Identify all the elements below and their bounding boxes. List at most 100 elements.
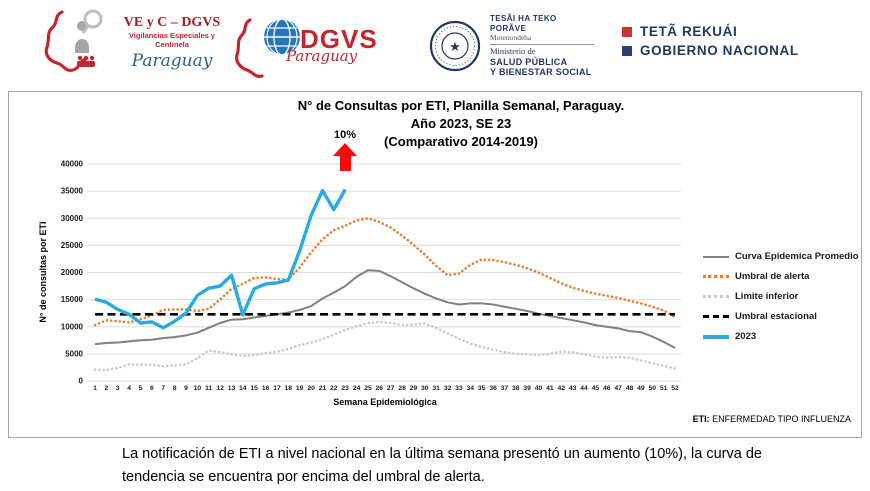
x-tick-label: 12 bbox=[216, 385, 224, 392]
x-tick-label: 26 bbox=[376, 385, 384, 392]
y-tick-label: 20000 bbox=[61, 268, 84, 277]
x-tick-label: 34 bbox=[467, 385, 475, 392]
x-tick-label: 39 bbox=[523, 385, 531, 392]
x-tick-label: 37 bbox=[501, 385, 509, 392]
x-tick-label: 9 bbox=[184, 385, 188, 392]
chart-title-line3: (Comparativo 2014-2019) bbox=[384, 134, 538, 149]
x-tick-label: 19 bbox=[296, 385, 304, 392]
x-tick-label: 31 bbox=[432, 385, 440, 392]
logo-bar: VE y C – DGVS Vigilancias Especiales y C… bbox=[0, 0, 870, 90]
logo1-title: VE y C – DGVS bbox=[123, 15, 221, 30]
legend-swatch-solid bbox=[703, 255, 729, 258]
x-tick-label: 17 bbox=[273, 385, 281, 392]
series-2023-line bbox=[94, 188, 347, 330]
x-tick-label: 35 bbox=[478, 385, 486, 392]
chart-title-line2: Año 2023, SE 23 bbox=[410, 116, 512, 131]
x-tick-label: 2 bbox=[105, 385, 109, 392]
x-tick-label: 16 bbox=[262, 385, 270, 392]
legend-item: Umbral de alerta bbox=[703, 270, 868, 283]
gobierno-nacional-label: GOBIERNO NACIONAL bbox=[640, 43, 799, 58]
teta-rekuai-label: TETÃ REKUÁI bbox=[640, 24, 738, 39]
up-arrow-icon bbox=[333, 143, 357, 156]
x-tick-label: 48 bbox=[626, 385, 634, 392]
legend-item: Umbral estacional bbox=[703, 310, 868, 323]
logo1-subtitle2: Centinela bbox=[155, 40, 189, 49]
y-tick-label: 40000 bbox=[61, 160, 84, 169]
logo2-paraguay-script: Paraguay bbox=[286, 47, 358, 65]
legend-label: Curva Epidemica Promedio bbox=[735, 251, 859, 262]
logo-ministerio-salud: ★ TESÃI HA TEKO PORÃVE Motenondeha Minis… bbox=[428, 14, 594, 78]
x-tick-label: 45 bbox=[592, 385, 600, 392]
series-curva-epidemica-promedio-line bbox=[94, 269, 676, 349]
legend-swatch-dashed bbox=[703, 315, 729, 318]
chart-title-line1: N° de Consultas por ETI, Planilla Semana… bbox=[297, 98, 625, 113]
series-limite-inferior-line bbox=[93, 320, 677, 372]
x-tick-label: 11 bbox=[205, 385, 212, 392]
x-tick-label: 5 bbox=[139, 385, 143, 392]
legend-swatch-dotted bbox=[703, 295, 729, 298]
x-tick-label: 14 bbox=[239, 385, 247, 392]
x-tick-label: 44 bbox=[580, 385, 588, 392]
logo-dgvs: DGVS Paraguay bbox=[232, 12, 378, 80]
increase-annotation: 10% bbox=[323, 129, 367, 171]
x-tick-label: 43 bbox=[569, 385, 577, 392]
legend-swatch-solid bbox=[703, 334, 729, 339]
y-axis-title: N° de consultas por ETI bbox=[38, 221, 48, 322]
y-tick-label: 0 bbox=[79, 377, 84, 386]
x-tick-label: 51 bbox=[660, 385, 668, 392]
x-tick-label: 20 bbox=[307, 385, 315, 392]
x-tick-label: 41 bbox=[546, 385, 554, 392]
logo2-title: DGVS bbox=[300, 24, 378, 54]
x-tick-label: 33 bbox=[455, 385, 463, 392]
summary-caption: La notificación de ETI a nivel nacional … bbox=[122, 446, 762, 485]
footnote-abbr: ETI: bbox=[692, 414, 710, 424]
logo3-divider bbox=[490, 44, 594, 45]
annotation-percent-label: 10% bbox=[333, 129, 357, 141]
x-tick-label: 25 bbox=[364, 385, 372, 392]
legend-label: Umbral de alerta bbox=[735, 271, 810, 282]
y-tick-label: 15000 bbox=[61, 295, 84, 304]
gobierno-row-1: TETÃ REKUÁI bbox=[622, 24, 799, 39]
x-tick-label: 29 bbox=[410, 385, 418, 392]
y-tick-label: 30000 bbox=[61, 214, 84, 223]
footnote-definition: ENFERMEDAD TIPO INFLUENZA bbox=[709, 414, 851, 424]
logo3-text: TESÃI HA TEKO PORÃVE Motenondeha Ministe… bbox=[490, 14, 594, 78]
up-arrow-shaft bbox=[339, 156, 351, 171]
x-tick-label: 30 bbox=[421, 385, 429, 392]
logo3-line1: TESÃI HA TEKO bbox=[490, 14, 557, 23]
x-tick-label: 1 bbox=[93, 385, 97, 392]
legend-label: Umbral estacional bbox=[735, 311, 817, 322]
x-tick-label: 8 bbox=[173, 385, 177, 392]
x-tick-label: 15 bbox=[250, 385, 258, 392]
logo-vigilancias-especiales: VE y C – DGVS Vigilancias Especiales y C… bbox=[40, 6, 238, 80]
eti-weekly-line-chart: 0 5000 10000 15000 20000 25000 30000 35000 40000… bbox=[38, 160, 681, 407]
x-tick-label: 49 bbox=[637, 385, 645, 392]
gobierno-row-2: GOBIERNO NACIONAL bbox=[622, 43, 799, 58]
x-tick-label: 13 bbox=[228, 385, 236, 392]
x-tick-label: 7 bbox=[161, 385, 165, 392]
logo1-subtitle1: Vigilancias Especiales y bbox=[128, 31, 216, 40]
x-tick-label: 27 bbox=[387, 385, 395, 392]
x-tick-label: 6 bbox=[150, 385, 154, 392]
chart-footnote: ETI: ENFERMEDAD TIPO INFLUENZA bbox=[693, 414, 851, 424]
x-tick-label: 22 bbox=[330, 385, 338, 392]
y-tick-label: 35000 bbox=[61, 187, 84, 196]
x-tick-label: 42 bbox=[558, 385, 566, 392]
y-tick-label: 25000 bbox=[61, 241, 84, 250]
x-tick-label: 40 bbox=[535, 385, 543, 392]
x-tick-label: 18 bbox=[285, 385, 293, 392]
svg-text:★: ★ bbox=[449, 39, 461, 54]
x-tick-label: 24 bbox=[353, 385, 361, 392]
x-tick-label: 4 bbox=[127, 385, 131, 392]
x-tick-label: 32 bbox=[444, 385, 452, 392]
x-tick-label: 23 bbox=[341, 385, 349, 392]
legend-label: 2023 bbox=[735, 331, 757, 342]
x-tick-label: 46 bbox=[603, 385, 611, 392]
legend-item: 2023 bbox=[703, 330, 868, 343]
x-tick-label: 10 bbox=[194, 385, 202, 392]
x-tick-label: 52 bbox=[671, 385, 679, 392]
x-tick-label: 21 bbox=[319, 385, 327, 392]
paraguay-map-magnifier-icon bbox=[44, 9, 103, 72]
logo3-line2: PORÃVE bbox=[490, 23, 527, 33]
x-tick-label: 38 bbox=[512, 385, 520, 392]
